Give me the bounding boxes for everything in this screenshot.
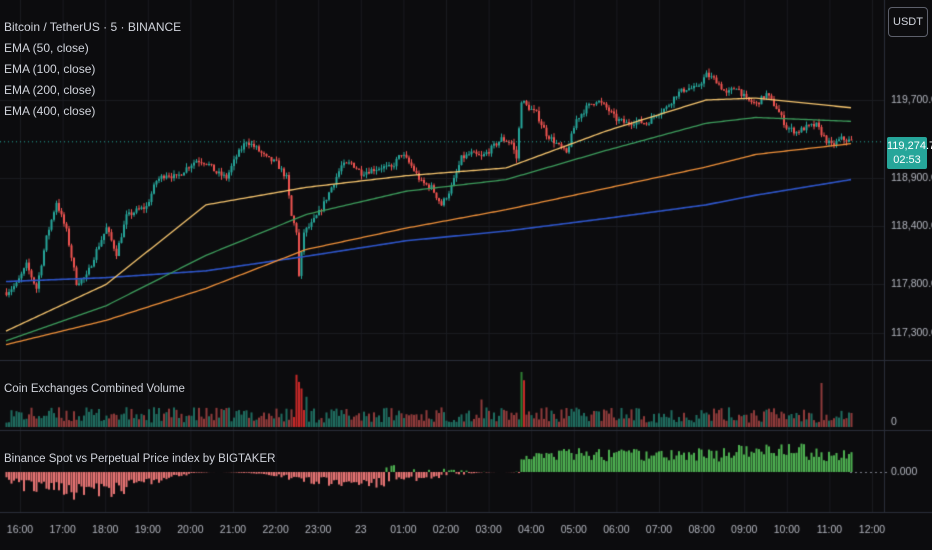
last-price-value: 119,274.72 — [887, 140, 932, 152]
last-price-tag: 119,274.72 02:53 — [887, 137, 932, 169]
ema200-legend[interactable]: EMA (200, close) — [4, 83, 96, 97]
symbol-title: Bitcoin / TetherUS · 5 · BINANCE — [4, 20, 182, 34]
ema400-legend[interactable]: EMA (400, close) — [4, 104, 96, 118]
currency-button[interactable]: USDT — [888, 7, 928, 37]
countdown-timer: 02:53 — [893, 154, 921, 166]
volume-indicator-title[interactable]: Coin Exchanges Combined Volume — [4, 383, 185, 395]
ema50-legend[interactable]: EMA (50, close) — [4, 41, 89, 55]
spot-perp-indicator-title[interactable]: Binance Spot vs Perpetual Price index by… — [4, 453, 276, 465]
ema100-legend[interactable]: EMA (100, close) — [4, 62, 96, 76]
